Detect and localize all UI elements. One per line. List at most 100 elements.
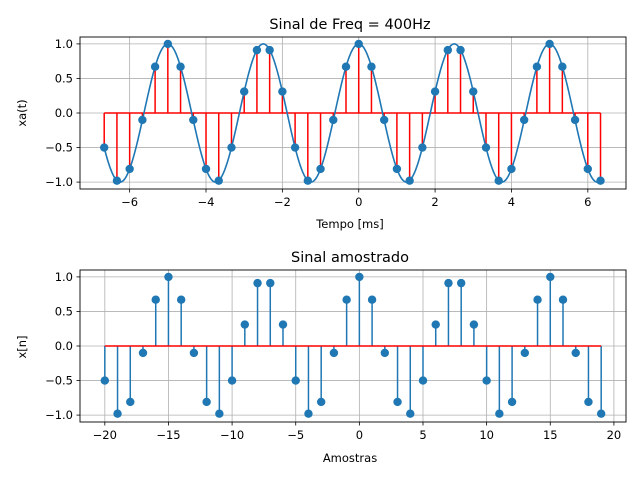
y-tick-label: −1.0 bbox=[45, 175, 73, 189]
sample-marker bbox=[495, 409, 504, 418]
sample-marker bbox=[227, 143, 236, 152]
sample-marker bbox=[431, 320, 440, 329]
sample-marker bbox=[265, 45, 274, 55]
sample-marker bbox=[100, 143, 109, 152]
sample-marker bbox=[215, 409, 224, 418]
sample-markers bbox=[100, 39, 605, 185]
sample-marker bbox=[303, 176, 313, 185]
x-tick-label: −10 bbox=[220, 428, 244, 442]
sample-marker bbox=[316, 164, 325, 174]
sample-marker bbox=[329, 348, 339, 358]
sample-marker bbox=[418, 376, 428, 385]
y-axis-ticks: −1.0 −0.5 0.0 0.5 1.0 bbox=[45, 37, 80, 189]
sample-marker bbox=[532, 62, 542, 71]
y-tick-label: 0.0 bbox=[55, 339, 73, 353]
x-tick-label: 6 bbox=[584, 195, 591, 209]
sample-marker bbox=[481, 143, 491, 152]
sample-marker bbox=[367, 62, 376, 71]
sample-marker bbox=[252, 45, 262, 55]
sample-marker bbox=[456, 278, 466, 288]
sample-marker bbox=[519, 115, 529, 125]
x-tick-label: −2 bbox=[274, 195, 291, 209]
sample-marker bbox=[189, 348, 199, 358]
sample-marker bbox=[406, 409, 415, 418]
sample-marker bbox=[584, 397, 593, 407]
y-tick-label: 0.5 bbox=[55, 71, 73, 85]
y-axis-label: xa(t) bbox=[15, 99, 29, 126]
x-tick-label: 10 bbox=[479, 428, 494, 442]
sample-marker bbox=[533, 295, 542, 304]
sample-marker bbox=[355, 272, 364, 282]
sample-marker bbox=[482, 376, 491, 385]
x-axis-label: Amostras bbox=[323, 451, 377, 465]
x-tick-label: 20 bbox=[607, 428, 622, 442]
sample-marker bbox=[100, 376, 110, 385]
sample-marker bbox=[367, 295, 377, 304]
sample-marker bbox=[163, 39, 173, 49]
sample-marker bbox=[443, 45, 453, 55]
sample-marker bbox=[240, 320, 250, 329]
chart-title: Sinal de Freq = 400Hz bbox=[269, 17, 430, 33]
sample-marker bbox=[456, 45, 465, 55]
x-tick-label: 0 bbox=[356, 428, 363, 442]
y-tick-label: −0.5 bbox=[45, 141, 73, 155]
x-tick-label: −4 bbox=[198, 195, 215, 209]
x-tick-label: −20 bbox=[93, 428, 117, 442]
sample-marker bbox=[469, 320, 479, 329]
signal-curve bbox=[103, 43, 601, 183]
sample-marker bbox=[239, 87, 249, 96]
sample-markers bbox=[100, 272, 606, 418]
stem-lines bbox=[103, 43, 602, 181]
sample-marker bbox=[266, 278, 275, 288]
sample-marker bbox=[520, 348, 530, 358]
sample-marker bbox=[291, 376, 300, 385]
x-tick-label: −15 bbox=[156, 428, 180, 442]
sample-marker bbox=[290, 143, 300, 152]
y-tick-label: 1.0 bbox=[55, 37, 73, 51]
sample-marker bbox=[278, 87, 287, 96]
sample-marker bbox=[227, 376, 237, 385]
y-tick-label: 0.0 bbox=[55, 106, 73, 120]
sample-marker bbox=[379, 115, 389, 125]
sample-marker bbox=[151, 295, 160, 304]
y-axis-label: x[n] bbox=[15, 335, 29, 358]
y-tick-label: 1.0 bbox=[55, 270, 73, 284]
sample-marker bbox=[558, 62, 567, 71]
x-axis-ticks: −6 −4 −2 0 2 4 6 bbox=[121, 189, 591, 209]
sample-marker bbox=[202, 397, 211, 407]
x-tick-label: 4 bbox=[508, 195, 515, 209]
sample-marker bbox=[126, 397, 135, 407]
sample-marker bbox=[354, 39, 363, 49]
sample-marker bbox=[214, 176, 223, 185]
y-tick-label: −0.5 bbox=[45, 374, 73, 388]
sample-marker bbox=[304, 409, 313, 418]
continuous-curve bbox=[103, 43, 601, 183]
sample-marker bbox=[570, 115, 580, 125]
x-axis-label: Tempo [ms] bbox=[315, 217, 384, 231]
sample-marker bbox=[113, 409, 122, 418]
sample-marker bbox=[278, 320, 288, 329]
sample-marker bbox=[150, 62, 160, 71]
sample-marker bbox=[469, 87, 478, 96]
chart-title: Sinal amostrado bbox=[291, 250, 409, 266]
sample-marker bbox=[596, 409, 606, 418]
sample-marker bbox=[430, 87, 440, 96]
sample-marker bbox=[571, 348, 580, 358]
x-tick-label: 0 bbox=[355, 195, 362, 209]
sample-marker bbox=[507, 164, 516, 174]
sample-marker bbox=[138, 115, 147, 125]
sample-marker bbox=[138, 348, 148, 358]
sample-marker bbox=[176, 62, 185, 71]
sample-marker bbox=[125, 164, 134, 174]
sample-marker bbox=[392, 164, 402, 174]
sample-marker bbox=[545, 39, 554, 49]
chart-sampled-signal: Sinal amostrado −20 −15 −10 −5 0 5 10 15 20 −1.0… bbox=[15, 250, 627, 465]
sample-marker bbox=[253, 278, 262, 288]
sample-marker bbox=[546, 272, 555, 282]
y-tick-label: −1.0 bbox=[45, 408, 73, 422]
x-tick-label: 15 bbox=[543, 428, 558, 442]
sample-marker bbox=[494, 176, 503, 185]
sample-marker bbox=[341, 62, 351, 71]
sample-marker bbox=[444, 278, 453, 288]
